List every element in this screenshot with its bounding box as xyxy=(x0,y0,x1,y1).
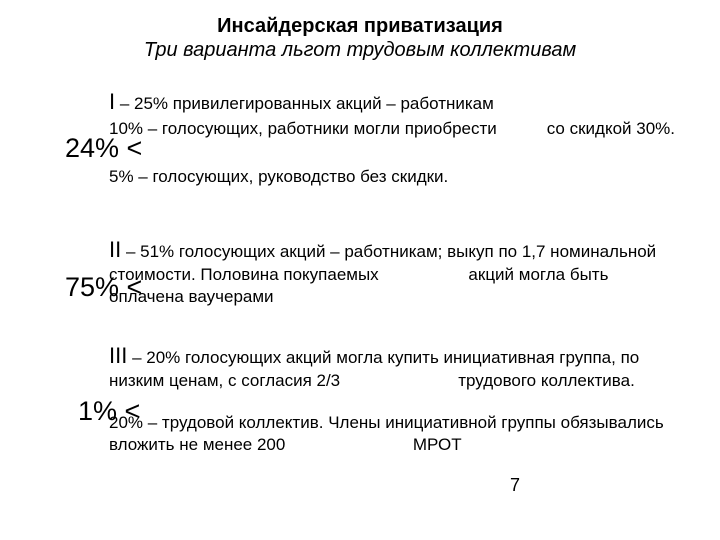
slide-title: Инсайдерская приватизация xyxy=(0,14,720,38)
overlay-75: 75% < xyxy=(65,272,142,303)
roman-ii: II xyxy=(109,237,121,262)
variant-i-line3: 5% – голосующих, руководство без скидки. xyxy=(55,166,675,188)
variant-ii: II – 51% голосующих акций – работникам; … xyxy=(55,236,675,308)
page-number: 7 xyxy=(510,475,520,496)
heading-block: Инсайдерская приватизация Три варианта л… xyxy=(0,14,720,63)
variant-iii-text2: 20% – трудовой коллектив. Члены инициати… xyxy=(55,412,675,456)
slide: Инсайдерская приватизация Три варианта л… xyxy=(0,0,720,540)
variant-i-text1: – 25% привилегированных акций – работник… xyxy=(115,94,494,113)
variant-i-text3: 5% – голосующих, руководство без скидки. xyxy=(55,166,448,188)
roman-iii: III xyxy=(109,343,127,368)
variant-iii-line1: III – 20% голосующих акций могла купить … xyxy=(55,342,675,392)
variant-iii-text1: – 20% голосующих акций могла купить иниц… xyxy=(109,348,639,390)
variant-ii-text: – 51% голосующих акций – работникам; вык… xyxy=(109,242,656,306)
variant-i-line2: 10% – голосующих, работники могли приобр… xyxy=(55,118,675,140)
variant-iii-line2: 20% – трудовой коллектив. Члены инициати… xyxy=(55,412,675,456)
slide-subtitle: Три варианта льгот трудовым коллективам xyxy=(0,38,720,62)
variant-i-text2b: со скидкой 30%. xyxy=(547,118,675,140)
variant-i-line1: I – 25% привилегированных акций – работн… xyxy=(55,88,675,116)
overlay-1: 1% < xyxy=(78,396,140,427)
overlay-24: 24% < xyxy=(65,133,142,164)
